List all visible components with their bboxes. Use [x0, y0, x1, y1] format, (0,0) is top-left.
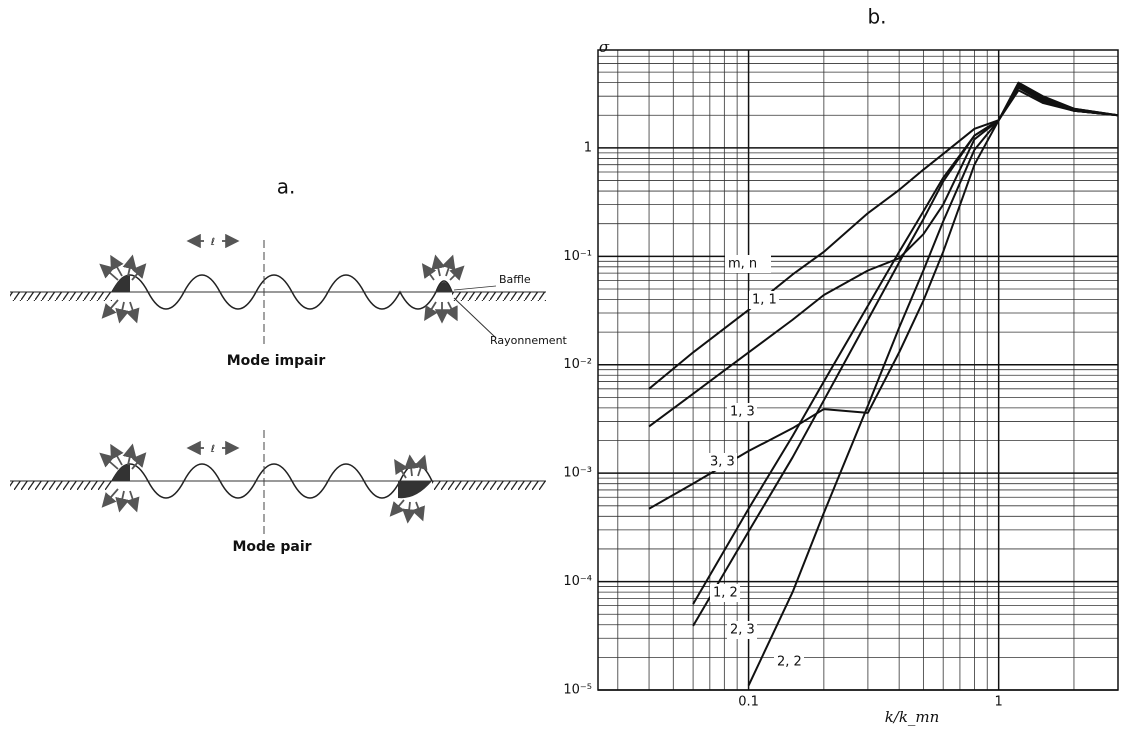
- wavelength-label: ℓ: [211, 237, 215, 248]
- x-axis-label: k/k_mn: [885, 708, 940, 726]
- y-axis-label: σ: [599, 38, 610, 56]
- y-tick-label: 10⁻³: [563, 466, 592, 481]
- chart: b. σ k/k_mn 10⁻⁵ 10⁻⁴ 10⁻³ 10⁻² 10⁻¹ 1 0.1 1 1, …: [563, 5, 1119, 726]
- series-group: [648, 81, 1118, 686]
- mode-odd-drawing: [10, 233, 546, 345]
- series-line: [747, 82, 1118, 686]
- mode-even-drawing: [10, 430, 546, 535]
- y-tick-label: 10⁻²: [563, 357, 592, 372]
- series-label: 3, 3: [710, 455, 735, 470]
- diagram: a. ℓ Baffle Rayonnement Mode impair: [10, 175, 568, 555]
- series-line: [692, 86, 1118, 605]
- series-label: 1, 3: [730, 405, 755, 420]
- series-label: 1, 1: [752, 293, 777, 308]
- y-tick-label: 1: [584, 140, 592, 155]
- series-label-bg: [707, 453, 737, 471]
- y-tick-label: 10⁻¹: [563, 249, 592, 264]
- series-line: [648, 89, 1118, 390]
- wavelength-label: ℓ: [211, 444, 215, 455]
- legend-title: m, n: [728, 257, 757, 272]
- series-line: [648, 81, 1118, 510]
- y-tick-label: 10⁻⁵: [563, 683, 592, 698]
- baffle-label: Baffle: [499, 273, 531, 286]
- x-tick-label: 0.1: [738, 695, 759, 710]
- y-tick-label: 10⁻⁴: [563, 574, 592, 589]
- x-tick-label: 1: [995, 695, 1003, 710]
- mode-odd-label: Mode impair: [227, 353, 326, 369]
- series-label: 2, 3: [730, 623, 755, 638]
- series-label-bg: [710, 584, 740, 602]
- legend-title-bg: [725, 255, 771, 273]
- radiation-label: Rayonnement: [490, 334, 568, 347]
- series-label: 2, 2: [777, 655, 802, 670]
- series-label-bg: [727, 403, 757, 421]
- series-label-bg: [774, 653, 804, 671]
- mode-even-label: Mode pair: [232, 539, 311, 555]
- series-line: [692, 85, 1118, 627]
- series-label-bg: [749, 291, 779, 309]
- series-label: 1, 2: [713, 586, 738, 601]
- chart-title: b.: [867, 5, 886, 29]
- plot-frame: [597, 49, 1119, 691]
- series-label-bg: [727, 621, 757, 639]
- panel-label: a.: [277, 175, 296, 199]
